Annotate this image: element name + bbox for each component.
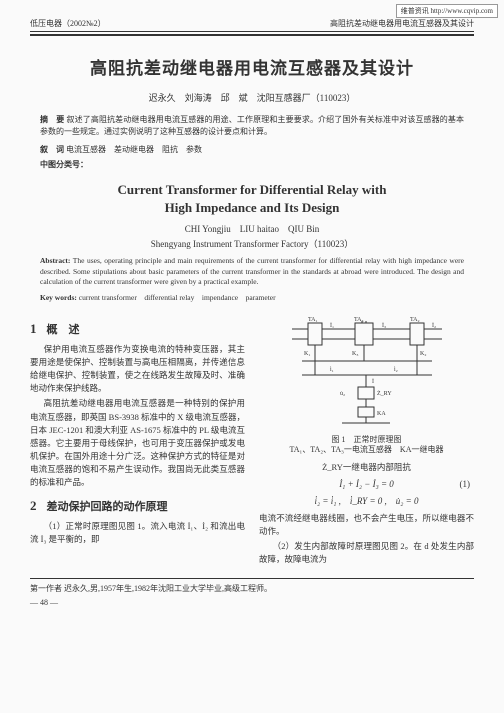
column-left: 1 概 述 保护用电流互感器作为变换电流的特种变压器，其主要用途是使保护、控制装置… xyxy=(30,313,245,569)
abstract-cn-text: 叙述了高阻抗差动继电器用电流互感器的用途、工作原理和主要要求。介绍了国外有关标准… xyxy=(40,115,464,136)
column-right: TA₁ TA₃ TA₂ İ₁ İ₃ İ₂ K₁ K₃ K₂ i̇₁ i̇₂ İ … xyxy=(259,313,474,569)
lbl-I3: İ₃ xyxy=(382,322,386,329)
fig1-caption-2: TA₁、TA₂、TA₃一电流互感器 KA一继电器 xyxy=(259,445,474,455)
fig1-caption-1: 图 1 正常时原理图 xyxy=(259,435,474,445)
keywords-cn-label: 叙 词 xyxy=(40,145,64,154)
authors-en-line1: CHI Yongjiu LIU haitao QIU Bin xyxy=(30,222,474,235)
eq1-body: İ₁ + İ₂ − İ₃ = 0 xyxy=(339,479,394,489)
lbl-u2: u̇₂ xyxy=(340,391,345,397)
section-1-num: 1 xyxy=(30,321,37,336)
lbl-Zry: Ż_RY xyxy=(377,390,392,397)
abstract-en: Abstract: The uses, operating principle … xyxy=(40,256,464,288)
header-left: 低压电器（2002№2） xyxy=(30,18,106,29)
lbl-I2: İ₂ xyxy=(432,322,436,329)
section-2-title: 差动保护回路的动作原理 xyxy=(47,501,168,513)
sec1-para1: 保护用电流互感器作为变换电流的特种变压器，其主要用途是使保护、控制装置与高电压相… xyxy=(30,343,245,396)
section-2-num: 2 xyxy=(30,498,37,513)
eq1-num: (1) xyxy=(460,478,471,492)
clc-label: 中图分类号： xyxy=(40,160,88,169)
section-2-heading: 2 差动保护回路的动作原理 xyxy=(30,496,245,516)
top-rule xyxy=(30,34,474,36)
lbl-KA: KA xyxy=(377,411,386,417)
lbl-K3: K₃ xyxy=(352,351,358,357)
clc-line: 中图分类号： xyxy=(40,159,464,170)
abstract-en-label: Abstract: xyxy=(40,256,70,265)
running-header: 低压电器（2002№2） 高阻抗差动继电器用电流互感器及其设计 xyxy=(30,18,474,32)
watermark-badge: 维普资讯 http://www.cqvip.com xyxy=(396,4,498,18)
title-cn: 高阻抗差动继电器用电流互感器及其设计 xyxy=(30,54,474,79)
circuit-diagram-icon: TA₁ TA₃ TA₂ İ₁ İ₃ İ₂ K₁ K₃ K₂ i̇₁ i̇₂ İ … xyxy=(282,317,452,427)
col2-line1: Ż_RY一继电器内部阻抗 xyxy=(259,461,474,474)
lbl-K1: K₁ xyxy=(304,351,310,357)
keywords-cn: 叙 词 电流互感器 差动继电器 阻抗 参数 xyxy=(40,144,464,155)
keywords-en: Key words: current transformer different… xyxy=(40,292,464,303)
title-en-line1: Current Transformer for Differential Rel… xyxy=(30,182,474,198)
abstract-cn: 摘 要 叙述了高阻抗差动继电器用电流互感器的用途、工作原理和主要要求。介绍了国外… xyxy=(40,114,464,138)
section-1-title: 概 述 xyxy=(47,324,80,336)
lbl-ta3: TA₃ xyxy=(354,317,364,323)
equation-1: İ₁ + İ₂ − İ₃ = 0 (1) xyxy=(259,478,474,492)
lbl-ta2: TA₂ xyxy=(410,317,420,323)
authors-en-line2: Shengyang Instrument Transformer Factory… xyxy=(30,237,474,250)
header-right: 高阻抗差动继电器用电流互感器及其设计 xyxy=(330,18,474,29)
keywords-en-text: current transformer differential relay i… xyxy=(79,293,276,302)
body-columns: 1 概 述 保护用电流互感器作为变换电流的特种变压器，其主要用途是使保护、控制装置… xyxy=(30,313,474,569)
abstract-en-text: The uses, operating principle and main r… xyxy=(40,256,464,286)
title-en-line2: High Impedance and Its Design xyxy=(30,200,474,216)
section-1-heading: 1 概 述 xyxy=(30,319,245,339)
sec2-para1: （1）正常时原理图见图 1。流入电流 İ₁、İ₂ 和流出电流 İ₃ 是平衡的，即 xyxy=(30,520,245,546)
figure-1: TA₁ TA₃ TA₂ İ₁ İ₃ İ₂ K₁ K₃ K₂ i̇₁ i̇₂ İ … xyxy=(259,317,474,456)
page-number: — 48 — xyxy=(30,598,474,607)
sec1-para2: 高阻抗差动继电器用电流互感器是一种特别的保护用电流互感器，即英国 BS-3938… xyxy=(30,397,245,489)
lbl-I: İ xyxy=(372,378,374,385)
footer-author-note: 第一作者 迟永久,男,1957年生,1982年沈阳工业大学毕业,高级工程师。 xyxy=(30,578,474,594)
lbl-K2: K₂ xyxy=(420,351,426,357)
lbl-ta1: TA₁ xyxy=(308,317,318,323)
authors-cn: 迟永久 刘海涛 邱 斌 沈阳互感器厂（110023） xyxy=(30,91,474,104)
lbl-I1: İ₁ xyxy=(330,322,334,329)
lbl-i1: i̇₁ xyxy=(329,365,333,372)
col2-para2: （2）发生内部故障时原理图见图 2。在 d 处发生内部故障，故障电流为 xyxy=(259,540,474,566)
abstract-cn-label: 摘 要 xyxy=(40,115,64,124)
keywords-cn-text: 电流互感器 差动继电器 阻抗 参数 xyxy=(66,145,202,154)
lbl-i2: i̇₂ xyxy=(393,365,397,372)
keywords-en-label: Key words: xyxy=(40,293,77,302)
col2-para1: 电流不流经继电器线圈，也不会产生电压，所以继电器不动作。 xyxy=(259,512,474,538)
equation-2: i̇₂ = i̇₁ , i̇_RY = 0 , u̇₂ = 0 xyxy=(259,495,474,509)
